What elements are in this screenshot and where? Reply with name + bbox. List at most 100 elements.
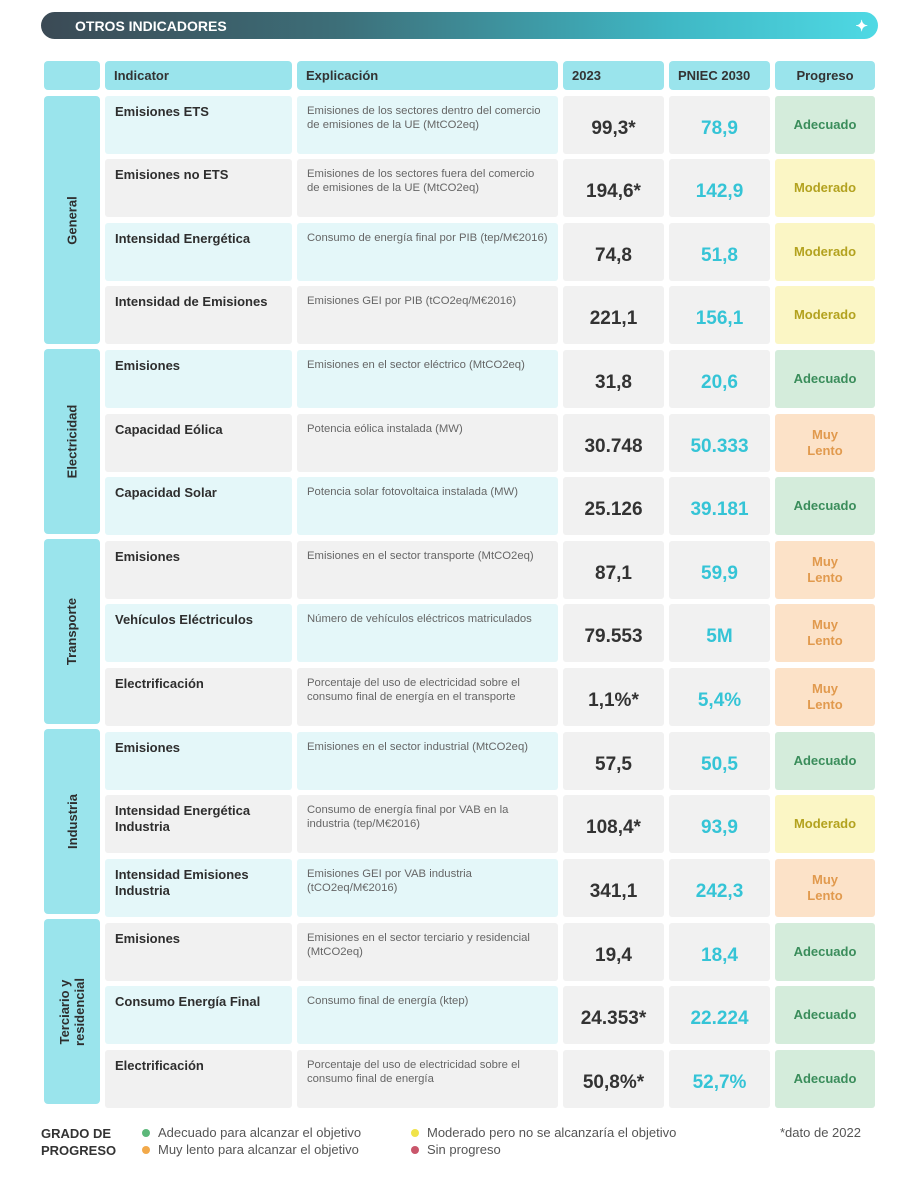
explicacion-cell: Porcentaje del uso de electricidad sobre… <box>297 668 558 726</box>
group-label: Terciario y residencial <box>57 977 87 1046</box>
group-transporte: Transporte <box>44 539 100 724</box>
progress-badge: Adecuado <box>775 986 875 1044</box>
progress-badge: Muy Lento <box>775 604 875 662</box>
indicator-cell: Electrificación <box>105 1050 292 1108</box>
value-2023-cell: 79.553 <box>563 604 664 662</box>
explicacion-cell: Consumo de energía final por PIB (tep/M€… <box>297 223 558 281</box>
progress-badge: Adecuado <box>775 477 875 535</box>
value-2023-cell: 74,8 <box>563 223 664 281</box>
value-pniec-cell: 156,1 <box>669 286 770 344</box>
group-industria: Industria <box>44 729 100 914</box>
indicator-cell: Electrificación <box>105 668 292 726</box>
indicator-cell: Capacidad Solar <box>105 477 292 535</box>
value-2023-cell: 1,1%* <box>563 668 664 726</box>
legend-item-muy-lento: Muy lento para alcanzar el objetivo <box>142 1142 359 1157</box>
legend-label: Adecuado para alcanzar el objetivo <box>158 1125 362 1140</box>
explicacion-cell: Potencia eólica instalada (MW) <box>297 414 558 472</box>
progress-badge: Muy Lento <box>775 414 875 472</box>
group-label: General <box>64 195 80 245</box>
progress-badge: Moderado <box>775 223 875 281</box>
indicator-cell: Intensidad de Emisiones <box>105 286 292 344</box>
value-2023-cell: 50,8%* <box>563 1050 664 1108</box>
progress-badge: Adecuado <box>775 96 875 154</box>
group-label: Transporte <box>64 597 80 666</box>
indicator-cell: Intensidad Energética Industria <box>105 795 292 853</box>
value-2023-cell: 194,6* <box>563 159 664 217</box>
value-pniec-cell: 93,9 <box>669 795 770 853</box>
legend-label: Sin progreso <box>427 1142 501 1157</box>
value-pniec-cell: 52,7% <box>669 1050 770 1108</box>
indicator-cell: Emisiones <box>105 350 292 408</box>
explicacion-cell: Consumo final de energía (ktep) <box>297 986 558 1044</box>
progress-badge: Muy Lento <box>775 541 875 599</box>
header-blank <box>44 61 100 90</box>
orange-dot-icon <box>142 1145 150 1154</box>
indicator-cell: Emisiones <box>105 541 292 599</box>
legend-item-moderado: Moderado pero no se alcanzaría el objeti… <box>411 1125 676 1140</box>
explicacion-cell: Emisiones de los sectores fuera del come… <box>297 159 558 217</box>
indicator-cell: Vehículos Eléctriculos <box>105 604 292 662</box>
group-label: Electricidad <box>64 404 80 479</box>
legend-label: Muy lento para alcanzar el objetivo <box>158 1142 359 1157</box>
value-2023-cell: 30.748 <box>563 414 664 472</box>
yellow-dot-icon <box>411 1128 419 1137</box>
section-banner: OTROS INDICADORES ✦ <box>41 12 878 39</box>
explicacion-cell: Emisiones en el sector transporte (MtCO2… <box>297 541 558 599</box>
value-pniec-cell: 142,9 <box>669 159 770 217</box>
legend-title: GRADO DE PROGRESO <box>41 1125 116 1159</box>
header-2023: 2023 <box>563 61 664 90</box>
value-pniec-cell: 50.333 <box>669 414 770 472</box>
value-pniec-cell: 18,4 <box>669 923 770 981</box>
progress-badge: Adecuado <box>775 732 875 790</box>
footnote: *dato de 2022 <box>780 1125 861 1140</box>
section-title: OTROS INDICADORES <box>75 17 227 34</box>
value-pniec-cell: 5,4% <box>669 668 770 726</box>
value-2023-cell: 341,1 <box>563 859 664 917</box>
progress-badge: Moderado <box>775 795 875 853</box>
explicacion-cell: Potencia solar fotovoltaica instalada (M… <box>297 477 558 535</box>
value-pniec-cell: 20,6 <box>669 350 770 408</box>
explicacion-cell: Número de vehículos eléctricos matricula… <box>297 604 558 662</box>
indicator-cell: Capacidad Eólica <box>105 414 292 472</box>
indicator-cell: Emisiones <box>105 923 292 981</box>
legend-label: Moderado pero no se alcanzaría el objeti… <box>427 1125 677 1140</box>
value-2023-cell: 31,8 <box>563 350 664 408</box>
indicator-cell: Intensidad Energética <box>105 223 292 281</box>
legend-title-line1: GRADO DE <box>41 1126 112 1141</box>
value-pniec-cell: 50,5 <box>669 732 770 790</box>
explicacion-cell: Emisiones en el sector industrial (MtCO2… <box>297 732 558 790</box>
indicator-cell: Emisiones ETS <box>105 96 292 154</box>
indicator-cell: Consumo Energía Final <box>105 986 292 1044</box>
value-pniec-cell: 39.181 <box>669 477 770 535</box>
value-pniec-cell: 242,3 <box>669 859 770 917</box>
explicacion-cell: Emisiones en el sector terciario y resid… <box>297 923 558 981</box>
header-pniec-2030: PNIEC 2030 <box>669 61 770 90</box>
sparkle-icon: ✦ <box>855 18 868 35</box>
explicacion-cell: Emisiones de los sectores dentro del com… <box>297 96 558 154</box>
value-2023-cell: 108,4* <box>563 795 664 853</box>
progress-badge: Moderado <box>775 286 875 344</box>
value-2023-cell: 19,4 <box>563 923 664 981</box>
progress-badge: Muy Lento <box>775 859 875 917</box>
value-pniec-cell: 78,9 <box>669 96 770 154</box>
explicacion-cell: Emisiones GEI por PIB (tCO2eq/M€2016) <box>297 286 558 344</box>
value-pniec-cell: 59,9 <box>669 541 770 599</box>
indicator-cell: Emisiones no ETS <box>105 159 292 217</box>
progress-badge: Adecuado <box>775 350 875 408</box>
group-label: Industria <box>64 794 80 849</box>
value-pniec-cell: 22.224 <box>669 986 770 1044</box>
value-pniec-cell: 5M <box>669 604 770 662</box>
header-progreso: Progreso <box>775 61 875 90</box>
red-dot-icon <box>411 1145 419 1154</box>
group-general: General <box>44 96 100 344</box>
value-2023-cell: 87,1 <box>563 541 664 599</box>
progress-badge: Adecuado <box>775 1050 875 1108</box>
group-electricidad: Electricidad <box>44 349 100 534</box>
group-terciario-residencial: Terciario y residencial <box>44 919 100 1104</box>
value-2023-cell: 99,3* <box>563 96 664 154</box>
explicacion-cell: Emisiones en el sector eléctrico (MtCO2e… <box>297 350 558 408</box>
explicacion-cell: Consumo de energía final por VAB en la i… <box>297 795 558 853</box>
legend-item-adecuado: Adecuado para alcanzar el objetivo <box>142 1125 361 1140</box>
progress-badge: Adecuado <box>775 923 875 981</box>
progress-badge: Moderado <box>775 159 875 217</box>
